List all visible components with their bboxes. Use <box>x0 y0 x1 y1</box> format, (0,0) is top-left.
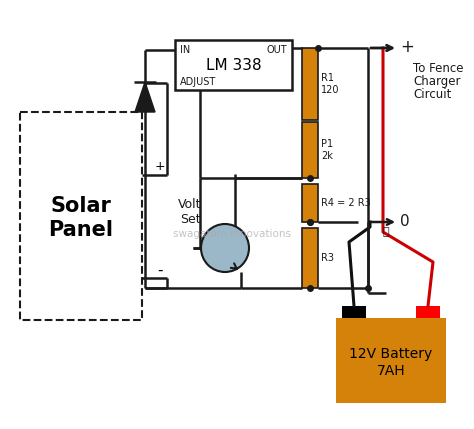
Bar <box>20 112 142 320</box>
Text: P1
2k: P1 2k <box>321 139 333 161</box>
Text: R4 = 2 R3: R4 = 2 R3 <box>321 198 371 208</box>
Text: Panel: Panel <box>48 220 113 240</box>
Circle shape <box>201 224 249 272</box>
Bar <box>342 306 366 318</box>
Text: Volt
Set: Volt Set <box>178 198 202 226</box>
Text: To Fence: To Fence <box>413 61 464 75</box>
Text: ⏚: ⏚ <box>383 227 389 237</box>
Text: Solar: Solar <box>51 196 111 216</box>
Text: +: + <box>155 160 165 173</box>
Polygon shape <box>135 82 155 112</box>
Text: ADJUST: ADJUST <box>180 77 216 87</box>
Text: R1
120: R1 120 <box>321 73 339 95</box>
Bar <box>175 40 292 90</box>
Text: +: + <box>400 38 414 56</box>
Text: LM 338: LM 338 <box>206 57 261 73</box>
Bar <box>302 48 318 120</box>
Bar <box>302 228 318 288</box>
Text: IN: IN <box>180 45 190 55</box>
Text: 0: 0 <box>400 214 410 230</box>
Bar <box>336 318 446 403</box>
Bar <box>302 184 318 222</box>
Text: OUT: OUT <box>266 45 287 55</box>
Text: R3: R3 <box>321 253 334 263</box>
Text: Circuit: Circuit <box>413 88 451 100</box>
Text: 7AH: 7AH <box>377 364 405 378</box>
Text: Charger: Charger <box>413 75 461 88</box>
Bar <box>416 306 440 318</box>
Text: swagatam innovations: swagatam innovations <box>173 229 291 239</box>
Bar <box>302 122 318 178</box>
Text: 12V Battery: 12V Battery <box>349 347 433 361</box>
Text: -: - <box>157 263 163 278</box>
